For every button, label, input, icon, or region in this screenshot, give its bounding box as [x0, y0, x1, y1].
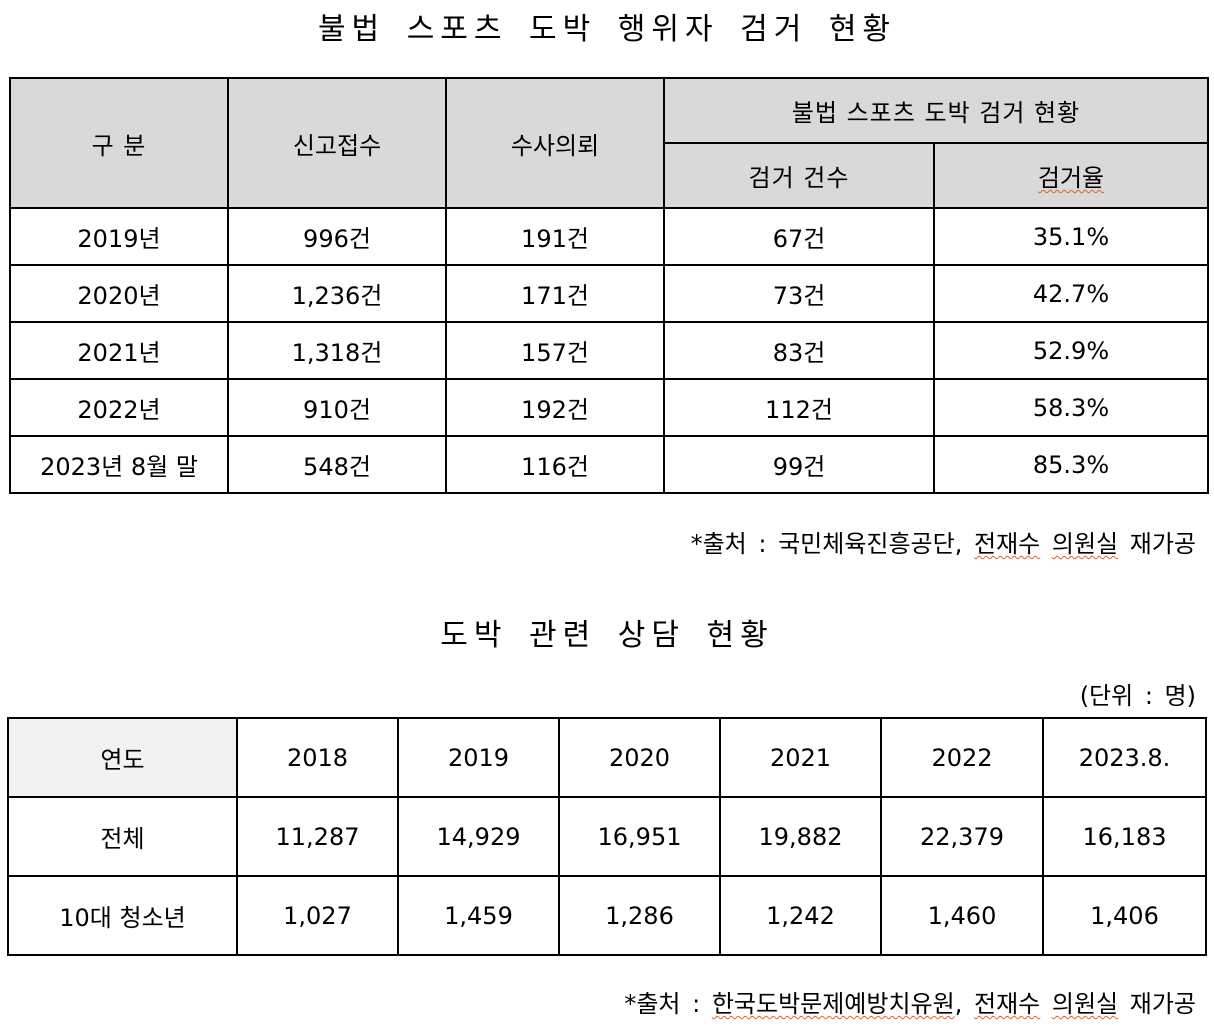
- source-comma: ,: [954, 990, 974, 1018]
- page-title-arrests: 불법 스포츠 도박 행위자 검거 현황: [317, 12, 897, 47]
- table-row: 10대 청소년 1,027 1,459 1,286 1,242 1,460 1,…: [7, 875, 1207, 956]
- header-arrest-rate: 검거율: [933, 142, 1209, 209]
- header-year: 2022: [880, 717, 1044, 798]
- source-office: 의원실: [1051, 990, 1119, 1018]
- cell-arrests: 99건: [663, 435, 935, 494]
- cell-arrests: 67건: [663, 207, 935, 266]
- cell-reports: 1,318건: [227, 321, 447, 380]
- table-row: 2022년 910건 192건 112건 58.3%: [9, 378, 1209, 437]
- page-title-counseling: 도박 관련 상담 현황: [440, 618, 774, 653]
- header-reports: 신고접수: [227, 77, 447, 209]
- header-category: 구 분: [9, 77, 229, 209]
- source-prefix: *출처 :: [624, 990, 712, 1018]
- source-org: 한국도박문제예방치유원: [711, 990, 955, 1018]
- table-row: 2019년 996건 191건 67건 35.1%: [9, 207, 1209, 266]
- header-year: 2023.8.: [1042, 717, 1207, 798]
- cell-year: 2021년: [9, 321, 229, 380]
- cell-arrests: 112건: [663, 378, 935, 437]
- cell-investigation: 171건: [445, 264, 665, 323]
- cell-value: 1,459: [397, 875, 560, 956]
- header-row: 연도 2018 2019 2020 2021 2022 2023.8.: [7, 717, 1207, 798]
- cell-investigation: 191건: [445, 207, 665, 266]
- header-investigation: 수사의뢰: [445, 77, 665, 209]
- cell-reports: 548건: [227, 435, 447, 494]
- cell-value: 1,406: [1042, 875, 1207, 956]
- cell-value: 16,951: [558, 796, 721, 877]
- cell-value: 16,183: [1042, 796, 1207, 877]
- source-name: 전재수: [973, 990, 1041, 1018]
- cell-rate: 35.1%: [933, 207, 1209, 266]
- cell-reports: 910건: [227, 378, 447, 437]
- cell-rate: 85.3%: [933, 435, 1209, 494]
- unit-note: (단위 : 명): [1079, 682, 1196, 710]
- header-year: 2019: [397, 717, 560, 798]
- header-category-label: 구 분: [91, 131, 147, 160]
- header-year-label: 연도: [7, 717, 238, 798]
- header-arrest-count: 검거 건수: [663, 142, 935, 209]
- cell-value: 1,286: [558, 875, 721, 956]
- cell-reports: 996건: [227, 207, 447, 266]
- cell-value: 19,882: [719, 796, 882, 877]
- cell-value: 14,929: [397, 796, 560, 877]
- cell-rate: 42.7%: [933, 264, 1209, 323]
- cell-value: 1,027: [236, 875, 399, 956]
- header-arrest-group: 불법 스포츠 도박 검거 현황: [663, 77, 1209, 144]
- header-arrest-rate-label: 검거율: [1037, 164, 1105, 192]
- source-suffix: 재가공: [1118, 530, 1196, 558]
- source-name: 전재수: [973, 530, 1041, 558]
- source-suffix: 재가공: [1118, 990, 1196, 1018]
- cell-year: 2019년: [9, 207, 229, 266]
- cell-year: 2020년: [9, 264, 229, 323]
- table-row: 2023년 8월 말 548건 116건 99건 85.3%: [9, 435, 1209, 494]
- source-prefix: *출처 : 국민체육진흥공단,: [690, 530, 974, 558]
- cell-value: 1,242: [719, 875, 882, 956]
- cell-arrests: 73건: [663, 264, 935, 323]
- source-note-arrests: *출처 : 국민체육진흥공단, 전재수 의원실 재가공: [691, 524, 1196, 559]
- cell-year: 2023년 8월 말: [9, 435, 229, 494]
- table-row: 2020년 1,236건 171건 73건 42.7%: [9, 264, 1209, 323]
- cell-investigation: 116건: [445, 435, 665, 494]
- cell-reports: 1,236건: [227, 264, 447, 323]
- counseling-status-table: 연도 2018 2019 2020 2021 2022 2023.8. 전체 1…: [7, 717, 1207, 956]
- header-year: 2021: [719, 717, 882, 798]
- table-row: 전체 11,287 14,929 16,951 19,882 22,379 16…: [7, 796, 1207, 877]
- row-label: 전체: [7, 796, 238, 877]
- arrest-status-table: 구 분 신고접수 수사의뢰 불법 스포츠 도박 검거 현황 검거 건수 검거율 …: [9, 77, 1209, 494]
- cell-rate: 58.3%: [933, 378, 1209, 437]
- cell-value: 11,287: [236, 796, 399, 877]
- header-year: 2020: [558, 717, 721, 798]
- header-year: 2018: [236, 717, 399, 798]
- cell-rate: 52.9%: [933, 321, 1209, 380]
- cell-value: 22,379: [880, 796, 1044, 877]
- cell-year: 2022년: [9, 378, 229, 437]
- cell-arrests: 83건: [663, 321, 935, 380]
- table-row: 2021년 1,318건 157건 83건 52.9%: [9, 321, 1209, 380]
- row-label: 10대 청소년: [7, 875, 238, 956]
- source-note-counseling: *출처 : 한국도박문제예방치유원, 전재수 의원실 재가공: [624, 984, 1196, 1019]
- cell-value: 1,460: [880, 875, 1044, 956]
- cell-investigation: 157건: [445, 321, 665, 380]
- source-office: 의원실: [1051, 530, 1119, 558]
- cell-investigation: 192건: [445, 378, 665, 437]
